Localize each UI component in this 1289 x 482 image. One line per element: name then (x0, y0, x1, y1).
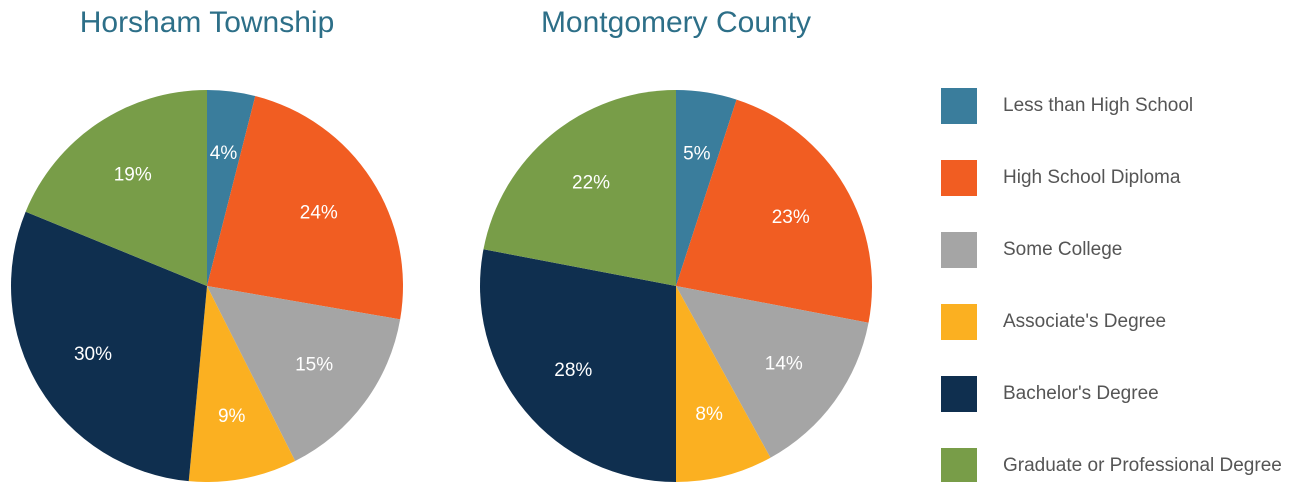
slice-label: 14% (765, 353, 803, 374)
chart-title: Montgomery County (541, 6, 811, 39)
legend-swatch (941, 160, 977, 196)
pie-slice (483, 90, 676, 286)
slice-label: 5% (683, 143, 711, 164)
pie-slice (207, 96, 404, 320)
slice-label: 19% (114, 164, 152, 185)
legend-label: Less than High School (1003, 95, 1193, 116)
pie-slice (676, 99, 873, 323)
slice-label: 23% (772, 207, 810, 228)
pie-slice (676, 90, 737, 286)
slice-label: 9% (218, 406, 246, 427)
pie-slice (188, 286, 296, 482)
pie-slice (207, 90, 256, 286)
slice-label: 28% (554, 360, 592, 381)
chart-title: Horsham Township (80, 6, 335, 39)
slice-label: 30% (74, 344, 112, 365)
legend-label: Bachelor's Degree (1003, 383, 1159, 404)
pie-slice (676, 286, 869, 458)
pie-slice (676, 286, 771, 482)
slice-label: 8% (695, 404, 723, 425)
slice-label: 15% (295, 354, 333, 375)
pie-slice (480, 249, 676, 482)
legend-swatch (941, 448, 977, 482)
legend-label: Associate's Degree (1003, 311, 1166, 332)
legend-label: Graduate or Professional Degree (1003, 455, 1282, 476)
legend-swatch (941, 376, 977, 412)
slice-label: 4% (210, 143, 238, 164)
legend-swatch (941, 232, 977, 268)
legend-swatch (941, 304, 977, 340)
pie-slice (25, 90, 207, 286)
slice-label: 24% (300, 202, 338, 223)
legend-label: High School Diploma (1003, 167, 1181, 188)
legend-swatch (941, 88, 977, 124)
pie-slice (207, 286, 401, 462)
legend-label: Some College (1003, 239, 1122, 260)
slice-label: 22% (572, 172, 610, 193)
pie-slice (10, 211, 208, 482)
